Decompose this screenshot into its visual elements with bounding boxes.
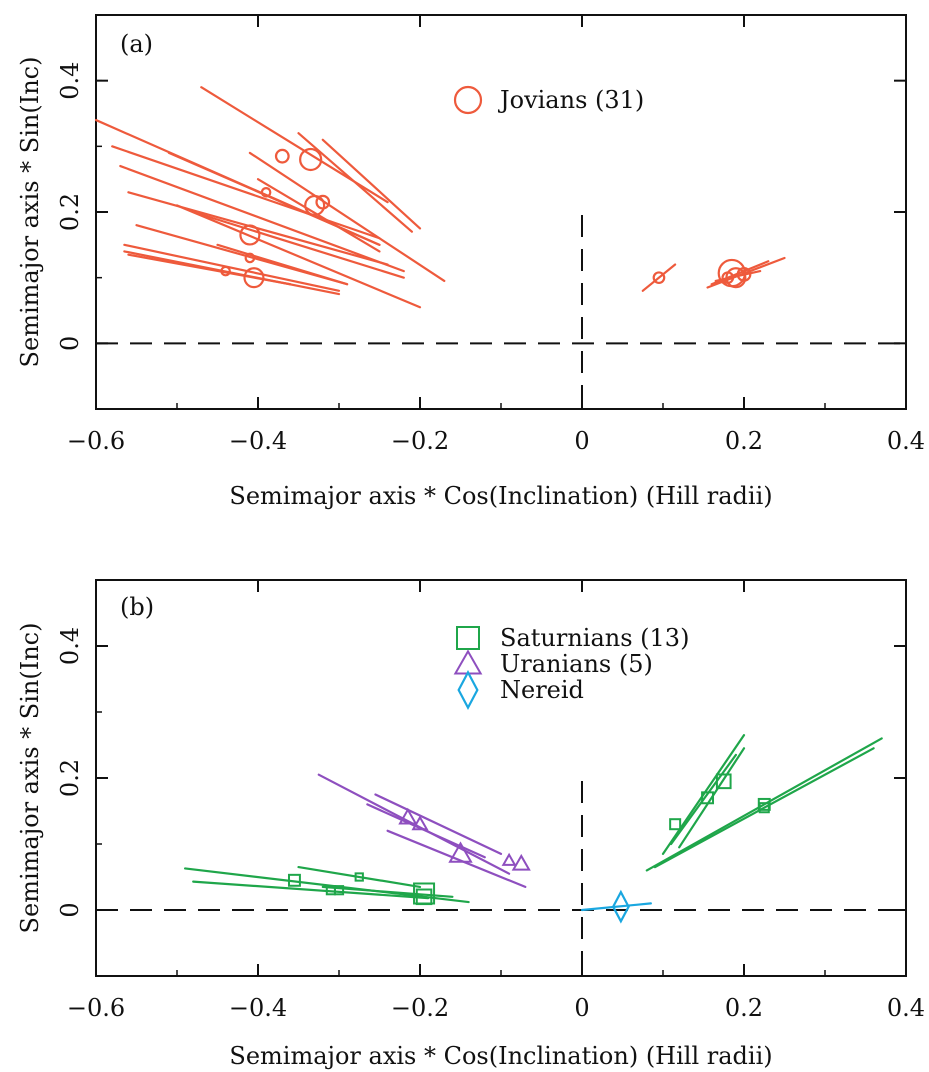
y-tick-label: 0 xyxy=(56,336,84,351)
circle-point xyxy=(721,271,735,285)
square-point xyxy=(758,802,770,814)
legend-diamond-icon xyxy=(457,670,479,710)
triangle-segment xyxy=(386,829,527,889)
square-segment xyxy=(678,747,746,849)
panel-a: −0.6 −0.4 −0.2 0 0.2 0.4 0 0.2 0.4 (a) Jovians (… xyxy=(16,14,925,510)
x-tick-label: 0.2 xyxy=(725,994,763,1022)
triangle-segment xyxy=(366,803,486,859)
ticks-layer: −0.6 −0.4 −0.2 0 0.2 0.4 0 0.2 0.4 xyxy=(56,14,925,455)
circle-point xyxy=(239,224,261,246)
circle-segment xyxy=(641,263,677,292)
reference-lines xyxy=(96,781,906,976)
circle-segment xyxy=(256,178,381,253)
circle-segment xyxy=(167,151,381,246)
legend: Jovians (31) xyxy=(453,85,644,115)
y-tick-label: 0.2 xyxy=(56,193,84,231)
triangle-point xyxy=(398,807,418,825)
legend-label: Uranians (5) xyxy=(500,650,653,678)
circle-point xyxy=(260,187,272,198)
triangle-point xyxy=(511,853,531,871)
triangle-point xyxy=(411,815,429,831)
x-tick-label: −0.6 xyxy=(67,994,125,1022)
circle-segment xyxy=(111,145,381,240)
y-axis-title: Semimajor axis * Sin(Inc) xyxy=(16,623,44,934)
legend-circle-icon xyxy=(453,85,483,115)
x-tick-label: −0.2 xyxy=(391,427,449,455)
square-point xyxy=(333,885,345,896)
circle-point xyxy=(315,194,331,210)
square-point xyxy=(287,873,301,887)
circle-segment xyxy=(119,164,405,273)
diamond-point xyxy=(611,889,630,924)
x-tick-label: −0.6 xyxy=(67,427,125,455)
square-segment xyxy=(669,753,738,846)
square-segment xyxy=(192,880,430,900)
square-point xyxy=(415,888,433,906)
circle-point xyxy=(274,148,290,164)
x-tick-label: 0.2 xyxy=(725,427,763,455)
y-axis-title: Semimajor axis * Sin(Inc) xyxy=(16,57,44,368)
circle-point xyxy=(243,267,265,289)
ticks-layer: −0.6 −0.4 −0.2 0 0.2 0.4 0 0.2 0.4 xyxy=(56,579,925,1022)
triangle-point xyxy=(448,841,473,863)
x-tick-label: 0 xyxy=(574,427,589,455)
circle-segment xyxy=(216,243,349,286)
circle-segment xyxy=(297,132,413,233)
x-tick-label: 0 xyxy=(574,994,589,1022)
x-axis-title: Semimajor axis * Cos(Inclination) (Hill … xyxy=(229,1042,772,1070)
x-tick-label: −0.4 xyxy=(229,994,287,1022)
circle-segment xyxy=(321,138,422,230)
square-segment xyxy=(645,737,883,872)
circle-segment xyxy=(192,210,405,279)
panel-label: (b) xyxy=(120,593,154,621)
panel-label: (a) xyxy=(120,30,153,58)
square-point xyxy=(354,872,364,882)
diamond-segment xyxy=(580,902,652,912)
x-tick-label: 0.4 xyxy=(887,994,925,1022)
y-tick-label: 0.4 xyxy=(56,627,84,665)
square-segment xyxy=(661,733,746,856)
legend-label: Saturnians (13) xyxy=(500,624,689,652)
plot-frame xyxy=(95,14,907,410)
segments-layer xyxy=(94,86,786,309)
circle-point xyxy=(220,265,231,277)
circle-segment xyxy=(248,151,446,283)
x-axis-title: Semimajor axis * Cos(Inclination) (Hill … xyxy=(229,482,772,510)
square-point xyxy=(701,791,715,805)
panel-b: −0.6 −0.4 −0.2 0 0.2 0.4 0 0.2 0.4 (b) Saturnian… xyxy=(16,579,925,1070)
x-tick-label: −0.4 xyxy=(229,427,287,455)
circle-segment xyxy=(123,243,341,292)
x-tick-label: −0.2 xyxy=(391,994,449,1022)
y-tick-label: 0.2 xyxy=(56,759,84,797)
markers-layer xyxy=(220,147,752,289)
legend: Saturnians (13)Uranians (5)Nereid xyxy=(453,624,689,710)
circle-point xyxy=(304,194,326,216)
circle-point xyxy=(299,147,323,172)
triangle-point xyxy=(501,852,517,866)
square-point xyxy=(715,773,732,790)
circle-segment xyxy=(175,204,422,309)
circle-point xyxy=(725,267,747,289)
legend-label: Nereid xyxy=(500,676,584,704)
markers-layer xyxy=(287,773,771,924)
circle-point xyxy=(736,266,752,282)
y-tick-label: 0.4 xyxy=(56,62,84,100)
square-segment xyxy=(653,747,875,869)
circle-point xyxy=(652,271,666,285)
x-tick-label: 0.4 xyxy=(887,427,925,455)
circle-point xyxy=(244,252,256,264)
legend-label: Jovians (31) xyxy=(497,86,644,114)
legend-square-icon xyxy=(456,626,480,650)
y-tick-label: 0 xyxy=(56,902,84,917)
square-point xyxy=(669,818,682,831)
square-segment xyxy=(297,865,422,889)
triangle-segment xyxy=(374,793,503,856)
